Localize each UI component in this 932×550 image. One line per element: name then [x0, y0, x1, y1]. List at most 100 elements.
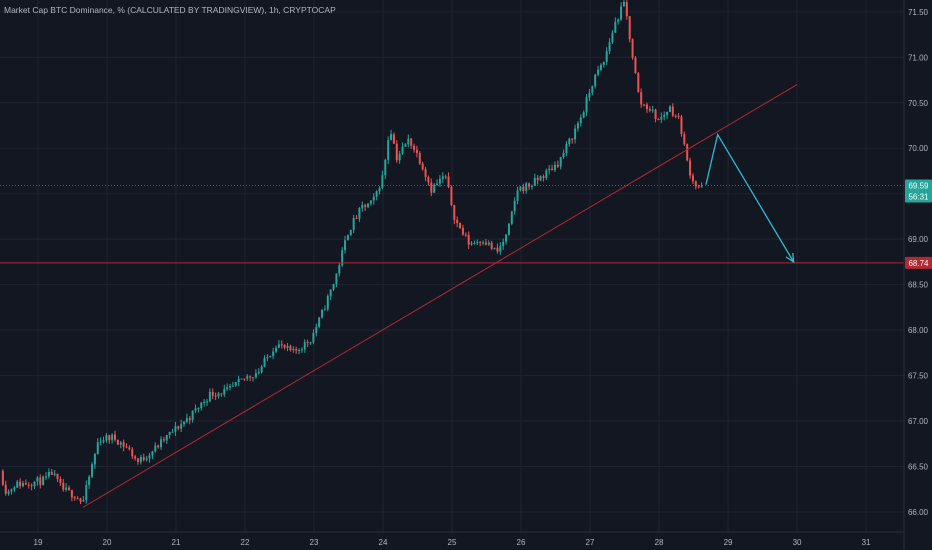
candle-body	[643, 104, 646, 106]
candle-body	[375, 191, 378, 197]
countdown-label: 56:31	[908, 193, 929, 202]
candle-body	[421, 163, 424, 170]
candle-body	[131, 449, 134, 457]
candle-body	[154, 445, 157, 452]
y-tick-label: 68.00	[908, 326, 929, 335]
candle-body	[476, 241, 479, 243]
candle-body	[378, 188, 381, 192]
candle-body	[56, 473, 59, 479]
candle-body	[413, 145, 416, 150]
candle-body	[344, 240, 347, 251]
candle-body	[430, 182, 433, 193]
candle-body	[145, 458, 148, 460]
level-price-label: 68.74	[908, 259, 929, 268]
candle-body	[119, 442, 122, 445]
candle-body	[556, 164, 559, 167]
candle-body	[65, 487, 68, 490]
candle-body	[657, 119, 660, 121]
candle-body	[338, 265, 341, 274]
candle-body	[441, 176, 444, 179]
candle-body	[142, 457, 145, 460]
candle-body	[364, 205, 367, 207]
candle-body	[168, 431, 171, 435]
x-tick-label: 27	[586, 538, 595, 547]
candle-body	[157, 445, 160, 448]
candle-body	[461, 228, 464, 235]
candle-body	[277, 344, 280, 348]
candle-body	[295, 349, 298, 351]
candle-body	[525, 183, 528, 191]
candle-body	[464, 234, 467, 236]
candle-body	[122, 442, 125, 447]
candle-body	[332, 284, 335, 290]
candle-body	[571, 138, 574, 140]
level-price-badge	[905, 256, 932, 269]
candle-body	[280, 344, 283, 346]
candle-body	[660, 116, 663, 120]
candle-body	[183, 421, 186, 425]
candle-body	[33, 481, 36, 487]
candle-body	[114, 434, 117, 440]
candle-body	[246, 376, 249, 379]
candle-body	[91, 464, 94, 477]
y-tick-label: 67.00	[908, 417, 929, 426]
candle-body	[645, 104, 648, 110]
candle-body	[300, 349, 303, 351]
candle-body	[559, 157, 562, 167]
projection-arrow	[705, 132, 795, 263]
candle-body	[125, 446, 128, 448]
candle-body	[27, 484, 30, 486]
candle-body	[4, 484, 7, 494]
candle-body	[507, 223, 510, 235]
candle-body	[62, 482, 65, 490]
candle-body	[617, 19, 620, 22]
x-tick-label: 25	[448, 538, 457, 547]
candle-body	[16, 481, 19, 488]
candle-body	[96, 442, 99, 454]
candle-body	[513, 200, 516, 212]
candle-body	[13, 487, 16, 490]
y-tick-label: 67.50	[908, 372, 929, 381]
candle-body	[427, 177, 430, 183]
candle-body	[694, 181, 697, 187]
candle-body	[689, 160, 692, 176]
candle-body	[415, 149, 418, 153]
candle-body	[208, 391, 211, 402]
candle-body	[407, 138, 410, 145]
candle-body	[59, 478, 62, 483]
candle-body	[602, 61, 605, 65]
candle-body	[614, 21, 617, 33]
candle-body	[50, 471, 53, 475]
candle-body	[522, 186, 525, 191]
y-tick-label: 70.50	[908, 99, 929, 108]
candle-body	[519, 186, 522, 191]
candle-body	[19, 481, 22, 487]
candle-body	[490, 242, 493, 249]
candle-body	[318, 317, 321, 327]
candle-body	[467, 234, 470, 245]
candle-body	[42, 476, 45, 485]
candle-body	[108, 435, 111, 441]
candle-body	[269, 356, 272, 358]
candle-body	[505, 234, 508, 242]
candle-body	[214, 395, 217, 397]
candle-body	[180, 424, 183, 429]
candle-body	[105, 435, 108, 441]
candle-body	[206, 401, 209, 403]
candle-body	[7, 491, 10, 494]
candle-body	[591, 86, 594, 93]
candle-body	[197, 408, 200, 410]
y-tick-label: 70.00	[908, 144, 929, 153]
candle-body	[637, 73, 640, 93]
candle-body	[148, 455, 151, 459]
candle-body	[303, 341, 306, 350]
drawings	[0, 84, 904, 508]
candle-body	[70, 489, 73, 498]
candle-body	[459, 223, 462, 229]
candle-body	[309, 342, 312, 344]
candle-body	[226, 387, 229, 390]
candle-body	[249, 376, 252, 378]
